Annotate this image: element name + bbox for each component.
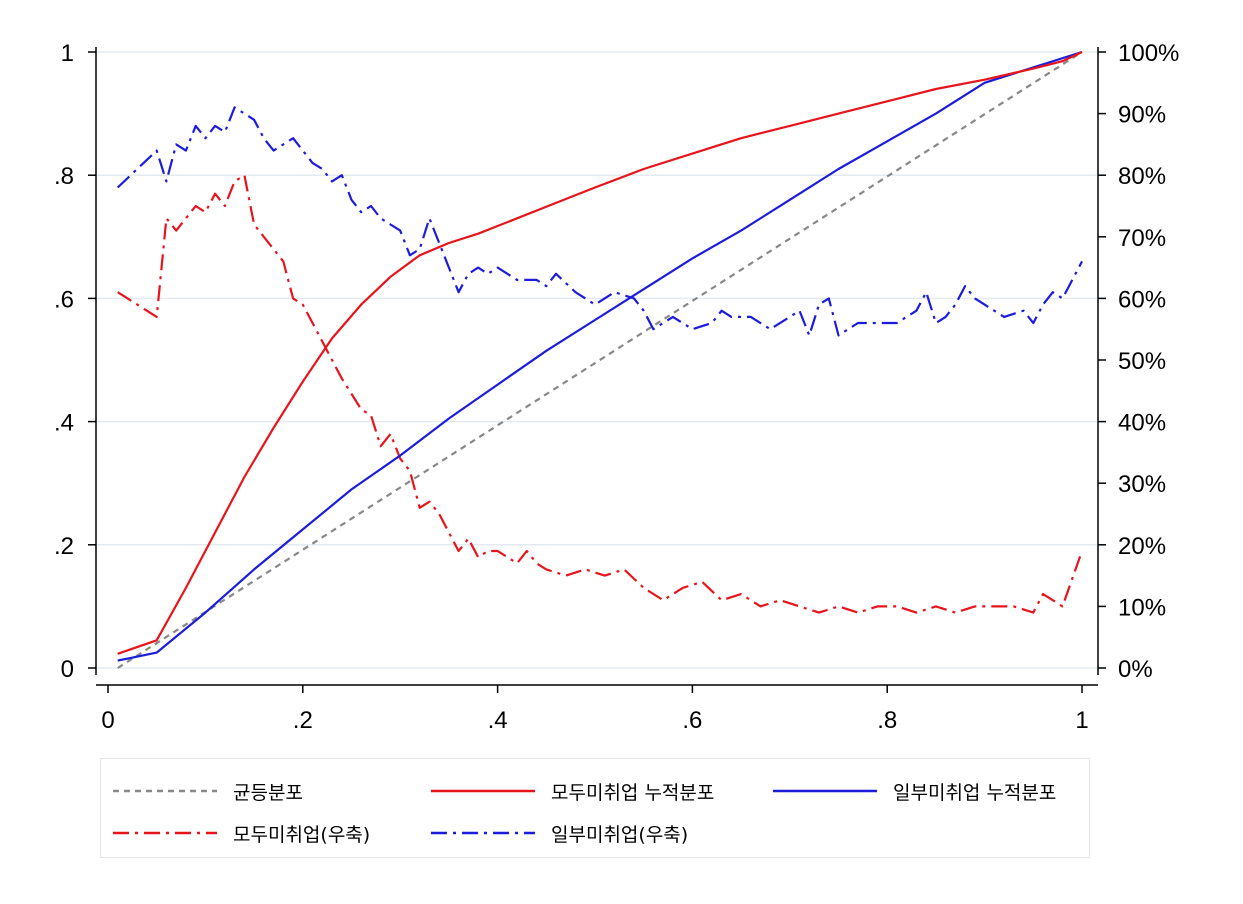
x-tick-label-4: .8 bbox=[877, 707, 897, 734]
y2-tick-label-1: 10% bbox=[1118, 594, 1166, 621]
y2-tick-label-10: 100% bbox=[1118, 40, 1179, 67]
legend-label-all-unemployed-cdf: 모두미취업 누적분포 bbox=[551, 781, 715, 804]
x-tick-label-2: .4 bbox=[488, 707, 508, 734]
y-tick-label-1: .2 bbox=[54, 533, 74, 560]
series-line-4 bbox=[116, 106, 1083, 337]
legend-swatch-uniform bbox=[113, 789, 217, 793]
x-tick-label-3: .6 bbox=[682, 707, 702, 734]
series bbox=[116, 50, 1084, 669]
series-line-1 bbox=[117, 51, 1083, 655]
series-line-0 bbox=[117, 51, 1083, 669]
legend-swatch-all-unemployed-cdf bbox=[431, 789, 535, 793]
gridlines bbox=[97, 51, 1097, 669]
y-tick-label-4: .8 bbox=[54, 163, 74, 190]
legend-swatch-some-unemployed-cdf bbox=[773, 789, 877, 793]
legend: 균등분포 모두미취업 누적분포 일부미취업 누적분포 모두미취업(우축) 일부미… bbox=[100, 758, 1090, 858]
legend-label-all-unemployed-right: 모두미취업(우축) bbox=[233, 823, 371, 846]
y2-tick-label-4: 40% bbox=[1118, 410, 1166, 437]
x-tick-label-1: .2 bbox=[293, 707, 313, 734]
legend-item-some-unemployed-right: 일부미취업(우축) bbox=[431, 819, 688, 847]
legend-label-some-unemployed-cdf: 일부미취업 누적분포 bbox=[893, 781, 1057, 804]
y2-tick-label-5: 50% bbox=[1118, 348, 1166, 375]
y2-tick-label-0: 0% bbox=[1118, 656, 1153, 683]
x-tick-label-5: 1 bbox=[1075, 707, 1088, 734]
y2-tick-label-8: 80% bbox=[1118, 163, 1166, 190]
y-tick-label-3: .6 bbox=[54, 286, 74, 313]
legend-label-some-unemployed-right: 일부미취업(우축) bbox=[551, 823, 689, 846]
legend-item-all-unemployed-cdf: 모두미취업 누적분포 bbox=[431, 777, 714, 805]
y-tick-label-5: 1 bbox=[61, 40, 74, 67]
legend-swatch-all-unemployed-right bbox=[113, 831, 217, 835]
legend-label-uniform: 균등분포 bbox=[233, 781, 303, 804]
y2-tick-label-2: 20% bbox=[1118, 533, 1166, 560]
legend-item-uniform: 균등분포 bbox=[113, 777, 303, 805]
ticks: 0.2.4.6.810%10%20%30%40%50%60%70%80%90%1… bbox=[54, 40, 1179, 734]
y-tick-label-0: 0 bbox=[61, 656, 74, 683]
series-line-2 bbox=[117, 50, 1083, 662]
legend-item-all-unemployed-right: 모두미취업(우축) bbox=[113, 819, 370, 847]
y2-tick-label-3: 30% bbox=[1118, 471, 1166, 498]
legend-item-some-unemployed-cdf: 일부미취업 누적분포 bbox=[773, 777, 1056, 805]
y2-tick-label-9: 90% bbox=[1118, 102, 1166, 129]
y2-tick-label-6: 60% bbox=[1118, 286, 1166, 313]
y-tick-label-2: .4 bbox=[54, 410, 74, 437]
legend-swatch-some-unemployed-right bbox=[431, 831, 535, 835]
axes bbox=[95, 47, 1099, 686]
series-line-3 bbox=[117, 174, 1084, 614]
x-tick-label-0: 0 bbox=[101, 707, 114, 734]
y2-tick-label-7: 70% bbox=[1118, 225, 1166, 252]
